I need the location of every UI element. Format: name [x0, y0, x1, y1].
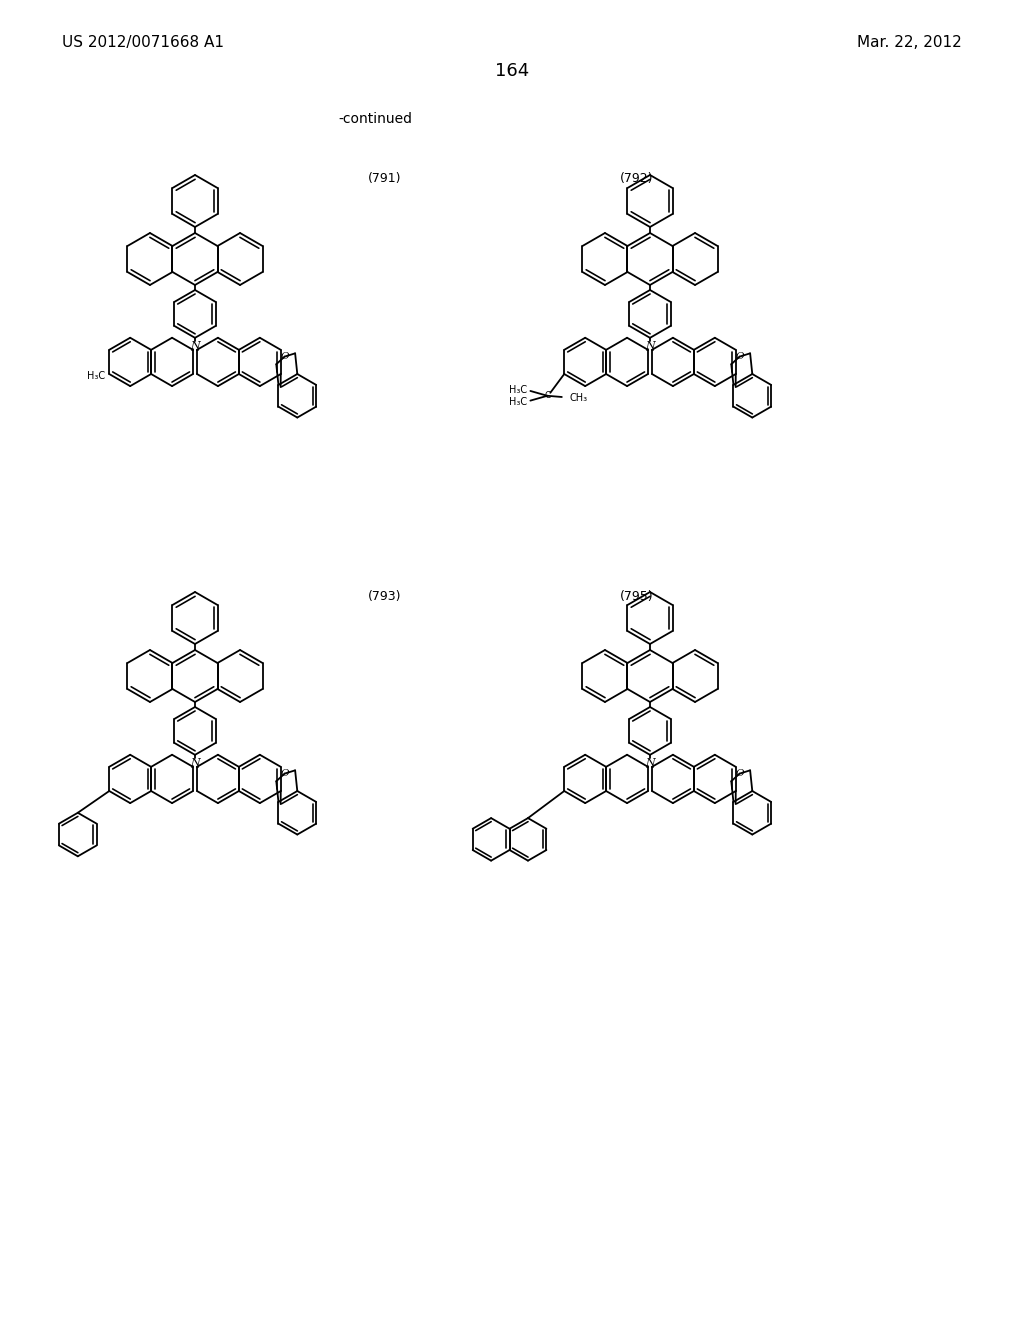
Text: N: N: [645, 758, 655, 768]
Text: H₃C: H₃C: [509, 384, 526, 395]
Text: Mar. 22, 2012: Mar. 22, 2012: [857, 36, 962, 50]
Text: N: N: [645, 341, 655, 351]
Text: N: N: [190, 341, 200, 351]
Text: (795): (795): [620, 590, 653, 603]
Text: H₃C: H₃C: [509, 397, 526, 407]
Text: O: O: [735, 770, 743, 777]
Text: (791): (791): [368, 172, 401, 185]
Text: (792): (792): [620, 172, 653, 185]
Text: O: O: [281, 352, 289, 362]
Text: (793): (793): [368, 590, 401, 603]
Text: C: C: [544, 391, 551, 400]
Text: 164: 164: [495, 62, 529, 81]
Text: O: O: [281, 770, 289, 777]
Text: -continued: -continued: [338, 112, 412, 125]
Text: O: O: [735, 352, 743, 362]
Text: N: N: [190, 758, 200, 768]
Text: H₃C: H₃C: [87, 371, 105, 381]
Text: US 2012/0071668 A1: US 2012/0071668 A1: [62, 36, 224, 50]
Text: CH₃: CH₃: [569, 393, 587, 403]
